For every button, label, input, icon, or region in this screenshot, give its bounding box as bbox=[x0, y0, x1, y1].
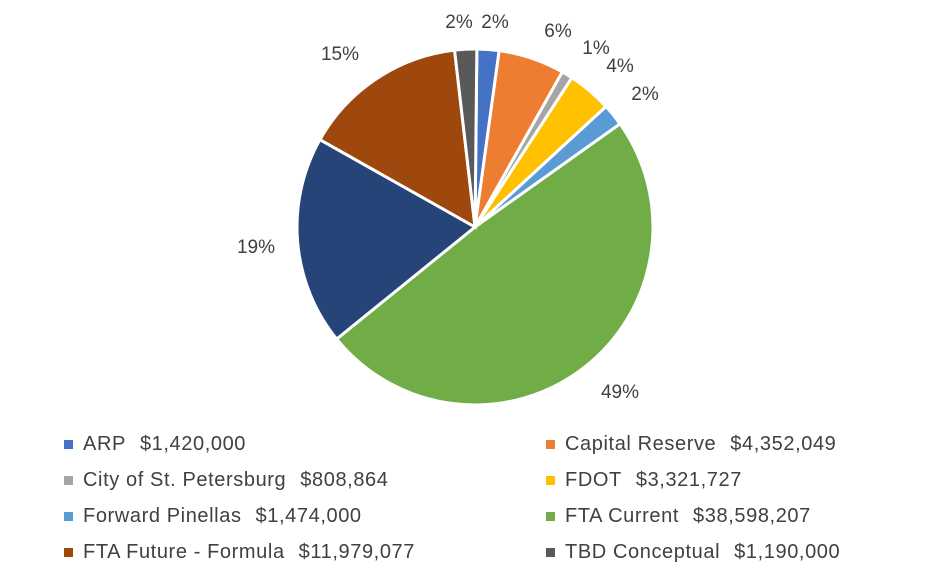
legend-label: ARP bbox=[83, 433, 126, 455]
legend-item-fta-future-formula: FTA Future - Formula $11,979,077 bbox=[64, 541, 415, 564]
slice-percent-label: 49% bbox=[601, 382, 639, 403]
legend-item-city-of-st-petersburg: City of St. Petersburg $808,864 bbox=[64, 469, 389, 492]
legend-swatch bbox=[546, 476, 555, 485]
legend-amount: $1,420,000 bbox=[139, 433, 247, 455]
legend-item-capital-reserve: Capital Reserve $4,352,049 bbox=[546, 433, 836, 456]
slice-percent-label: 2% bbox=[481, 12, 509, 33]
legend-item-arp: ARP $1,420,000 bbox=[64, 433, 246, 456]
slice-percent-label: 2% bbox=[445, 12, 473, 33]
legend-swatch bbox=[546, 440, 555, 449]
legend-label: FTA Future - Formula bbox=[83, 541, 285, 563]
legend-swatch bbox=[64, 548, 73, 557]
legend-item-tbd-conceptual: TBD Conceptual $1,190,000 bbox=[546, 541, 840, 564]
legend-swatch bbox=[546, 512, 555, 521]
legend-label: City of St. Petersburg bbox=[83, 469, 287, 491]
pie-slice bbox=[452, 47, 479, 228]
legend-label: TBD Conceptual bbox=[565, 541, 721, 563]
slice-percent-label: 1% bbox=[582, 38, 610, 59]
legend-label: FDOT bbox=[565, 469, 622, 491]
legend-label: Capital Reserve bbox=[565, 433, 717, 455]
legend-item-fta-current: FTA Current $38,598,207 bbox=[546, 505, 811, 528]
legend-amount: $11,979,077 bbox=[298, 541, 416, 563]
slice-percent-label: 19% bbox=[237, 237, 275, 258]
legend-item-fdot: FDOT $3,321,727 bbox=[546, 469, 742, 492]
slice-percent-label: 2% bbox=[631, 84, 659, 105]
legend-label: Forward Pinellas bbox=[83, 505, 242, 527]
legend-amount: $808,864 bbox=[300, 469, 389, 491]
slice-percent-label: 15% bbox=[321, 44, 359, 65]
slice-percent-label: 6% bbox=[544, 21, 572, 42]
legend-amount: $1,474,000 bbox=[255, 505, 362, 527]
slice-percent-label: 4% bbox=[606, 56, 634, 77]
legend-swatch bbox=[64, 440, 73, 449]
legend-item-forward-pinellas: Forward Pinellas $1,474,000 bbox=[64, 505, 362, 528]
legend-amount: $38,598,207 bbox=[693, 505, 811, 527]
legend-swatch bbox=[546, 548, 555, 557]
legend-swatch bbox=[64, 512, 73, 521]
pie-slice bbox=[334, 121, 655, 407]
legend-amount: $1,190,000 bbox=[734, 541, 841, 563]
pie-slice bbox=[317, 48, 477, 230]
pie-slice bbox=[295, 137, 478, 342]
legend-swatch bbox=[64, 476, 73, 485]
legend-amount: $3,321,727 bbox=[635, 469, 742, 491]
legend-amount: $4,352,049 bbox=[730, 433, 837, 455]
legend-label: FTA Current bbox=[565, 505, 680, 527]
